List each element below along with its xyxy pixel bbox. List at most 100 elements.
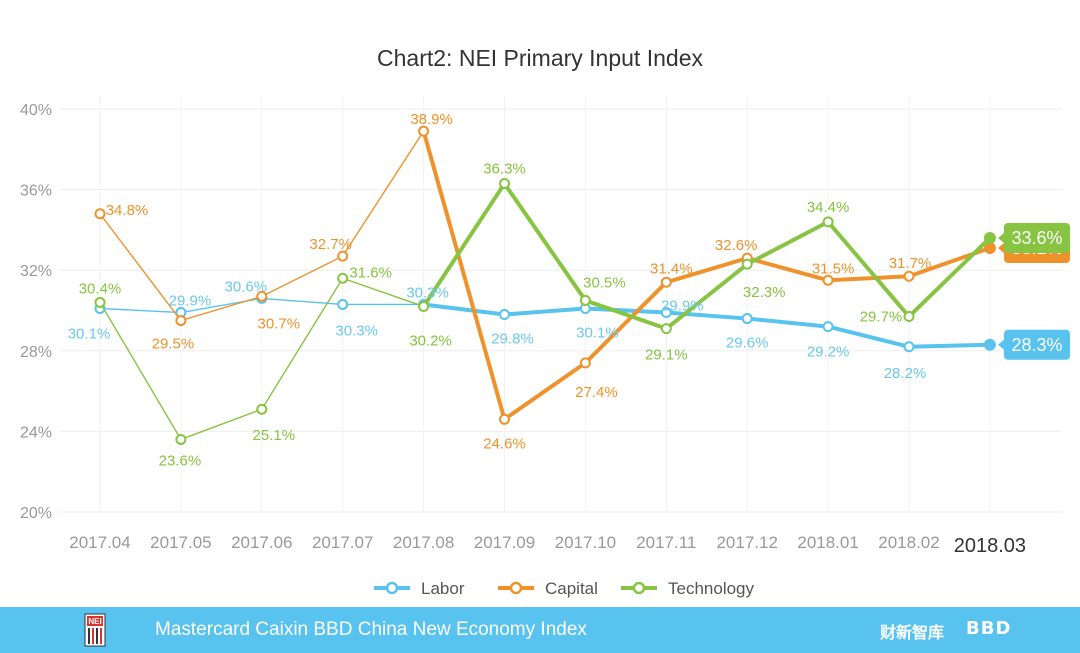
callout-pointer — [998, 232, 1004, 243]
x-tick-label: 2018.02 — [878, 533, 939, 552]
x-tick-label: 2018.03 — [954, 535, 1026, 557]
technology-line-segment — [664, 262, 750, 331]
technology-point — [418, 300, 430, 312]
capital-data-label: 32.7% — [309, 236, 352, 253]
technology-point — [256, 403, 268, 415]
labor-line-segment — [502, 306, 588, 317]
x-tick-label: 2017.05 — [150, 533, 211, 552]
capital-data-label: 29.5% — [152, 336, 195, 353]
grid-layer: 20% 24% 28% 32% 36% 40% 2017.04 2017.05 2017.06 2… — [20, 96, 1062, 557]
x-tick-label: 2017.08 — [393, 533, 454, 552]
labor-point — [983, 338, 996, 351]
labor-data-label: 29.9% — [661, 298, 704, 315]
labor-point — [660, 307, 672, 319]
technology-data-label: 29.1% — [645, 347, 688, 364]
labor-line-segment — [664, 310, 750, 321]
callout-box — [1004, 222, 1070, 253]
capital-point — [579, 357, 591, 369]
callout-pointer — [998, 243, 1004, 254]
y-tick-label: 20% — [20, 505, 52, 522]
legend-label: Labor — [421, 579, 465, 598]
x-tick-label: 2017.10 — [555, 533, 616, 552]
capital-line-segment — [180, 295, 263, 322]
capital-point — [822, 274, 834, 286]
labor-data-label: 30.1% — [68, 325, 111, 342]
footer-title: Mastercard Caixin BBD China New Economy … — [155, 619, 587, 640]
capital-line-segment — [583, 280, 669, 365]
labor-point — [822, 321, 834, 333]
x-tick-label: 2017.11 — [636, 533, 696, 552]
technology-line-segment — [907, 235, 992, 319]
capital-line-segment — [502, 360, 588, 422]
x-tick-label: 2017.07 — [312, 533, 373, 552]
capital-point — [256, 290, 268, 302]
labor-data-label: 29.8% — [491, 331, 534, 348]
technology-data-label: 30.5% — [583, 274, 626, 291]
technology-point — [741, 258, 753, 270]
labor-line-segment — [99, 307, 182, 314]
x-tick-label: 2018.01 — [797, 533, 858, 552]
y-tick-label: 36% — [20, 183, 52, 200]
labor-data-label: 30.6% — [225, 278, 268, 295]
svg-text:NEI: NEI — [88, 617, 101, 626]
label-layer: 30.1% 29.9% 30.6% 30.3% 30.3% 29.8% 30.1% 29.9%… — [68, 111, 1070, 469]
technology-data-label: 34.4% — [807, 199, 850, 216]
y-tick-label: 32% — [20, 263, 52, 280]
capital-line-segment — [342, 130, 425, 257]
technology-point — [94, 296, 106, 308]
legend-label: Capital — [545, 579, 598, 598]
legend-marker — [509, 581, 523, 595]
chart-title: Chart2: NEI Primary Input Index — [377, 45, 703, 71]
technology-point — [499, 178, 510, 190]
labor-data-label: 30.3% — [335, 322, 378, 339]
technology-line-segment — [180, 408, 263, 441]
technology-point — [903, 311, 915, 323]
x-tick-label: 2017.12 — [716, 533, 777, 552]
legend-marker — [632, 581, 646, 595]
legend-item-labor: Labor — [374, 579, 465, 598]
capital-data-label: 27.4% — [575, 384, 618, 401]
capital-line-segment — [745, 256, 831, 283]
labor-point — [499, 309, 510, 321]
technology-point — [175, 433, 187, 445]
labor-data-label: 30.3% — [406, 284, 449, 301]
labor-line-segment — [826, 324, 911, 349]
labor-line-segment — [745, 316, 831, 329]
technology-line-segment — [261, 277, 344, 410]
capital-point — [418, 125, 430, 137]
technology-line-segment — [342, 277, 425, 308]
capital-point — [499, 413, 510, 425]
capital-data-label: 31.7% — [889, 255, 932, 272]
x-tick-label: 2017.04 — [69, 533, 130, 552]
capital-line-segment — [826, 274, 911, 283]
capital-line-segment — [421, 129, 507, 422]
labor-line-segment — [583, 306, 669, 315]
capital-line-segment — [261, 255, 344, 298]
labor-line-segment — [261, 297, 344, 306]
y-tick-label: 40% — [20, 102, 52, 119]
technology-line-segment — [99, 301, 182, 441]
technology-point — [660, 323, 672, 335]
x-tick-label: 2017.09 — [474, 533, 535, 552]
technology-point — [822, 216, 834, 228]
capital-point — [903, 270, 915, 282]
legend: Labor Capital Technology — [374, 579, 755, 598]
capital-data-label: 38.9% — [410, 111, 453, 128]
capital-data-label: 30.7% — [258, 315, 301, 332]
legend-marker — [385, 581, 399, 595]
technology-data-label: 31.6% — [349, 264, 392, 281]
labor-point — [741, 313, 753, 325]
technology-data-label: 25.1% — [253, 427, 296, 444]
labor-last-value-callout: 28.3% — [998, 329, 1070, 360]
technology-data-label: 32.3% — [743, 284, 786, 301]
technology-point — [337, 272, 349, 284]
labor-data-label: 30.1% — [576, 324, 619, 341]
capital-point — [94, 208, 106, 220]
capital-point — [337, 250, 349, 262]
legend-item-capital: Capital — [498, 579, 598, 598]
capital-point — [660, 276, 672, 288]
technology-line-segment — [745, 219, 831, 267]
capital-data-label: 31.4% — [650, 260, 693, 277]
technology-data-label: 30.4% — [79, 280, 122, 297]
labor-point — [903, 341, 915, 353]
